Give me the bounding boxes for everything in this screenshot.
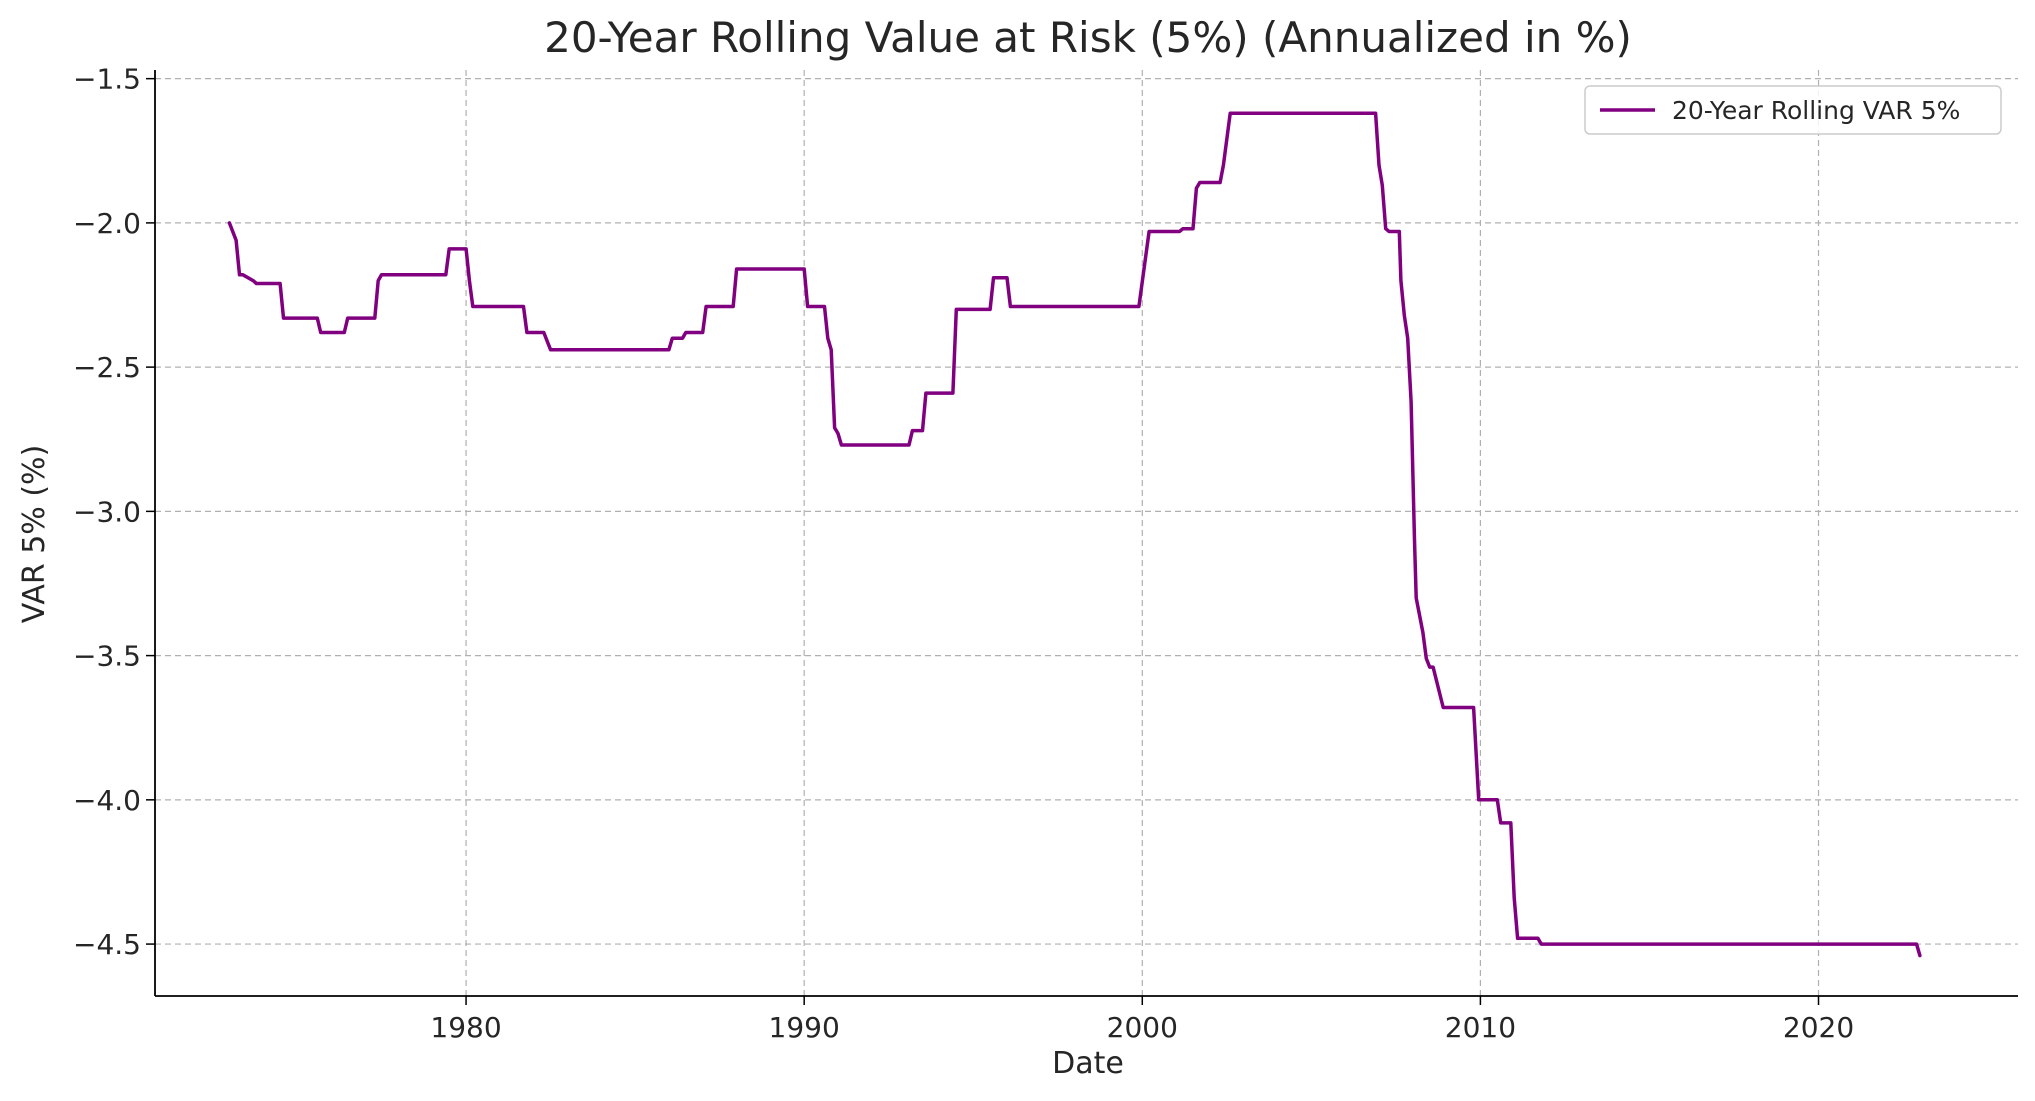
y-axis-label: VAR 5% (%) xyxy=(17,445,52,624)
x-tick-label-2020: 2020 xyxy=(1783,1011,1854,1044)
grid-lines xyxy=(155,70,2018,996)
legend-box xyxy=(1584,85,2002,135)
series-line-0 xyxy=(227,111,1922,958)
chart-title: 20-Year Rolling Value at Risk (5%) (Annu… xyxy=(544,13,1632,62)
x-tick-label-2000: 2000 xyxy=(1107,1011,1178,1044)
series-layer xyxy=(227,111,1922,958)
y-tick-label-3: −3.0 xyxy=(73,495,141,528)
y-tick-label-1: −2.0 xyxy=(73,207,141,240)
y-tick-label-4: −3.5 xyxy=(73,640,141,673)
y-tick-label-0: −1.5 xyxy=(73,63,141,96)
legend-label: 20-Year Rolling VAR 5% xyxy=(1672,96,1960,125)
x-tick-label-2010: 2010 xyxy=(1445,1011,1516,1044)
y-tick-label-5: −4.0 xyxy=(73,784,141,817)
y-tick-label-6: −4.5 xyxy=(73,928,141,961)
x-tick-label-1980: 1980 xyxy=(430,1011,501,1044)
x-tick-label-1990: 1990 xyxy=(769,1011,840,1044)
x-axis-label: Date xyxy=(1052,1046,1124,1081)
legend: 20-Year Rolling VAR 5% xyxy=(1584,85,2002,135)
tick-labels: 1980 1990 2000 2010 2020 −1.5 −2.0 −2.5 −3.0 −3.5… xyxy=(73,63,1854,1044)
axes xyxy=(146,70,2018,1005)
y-tick-label-2: −2.5 xyxy=(73,351,141,384)
